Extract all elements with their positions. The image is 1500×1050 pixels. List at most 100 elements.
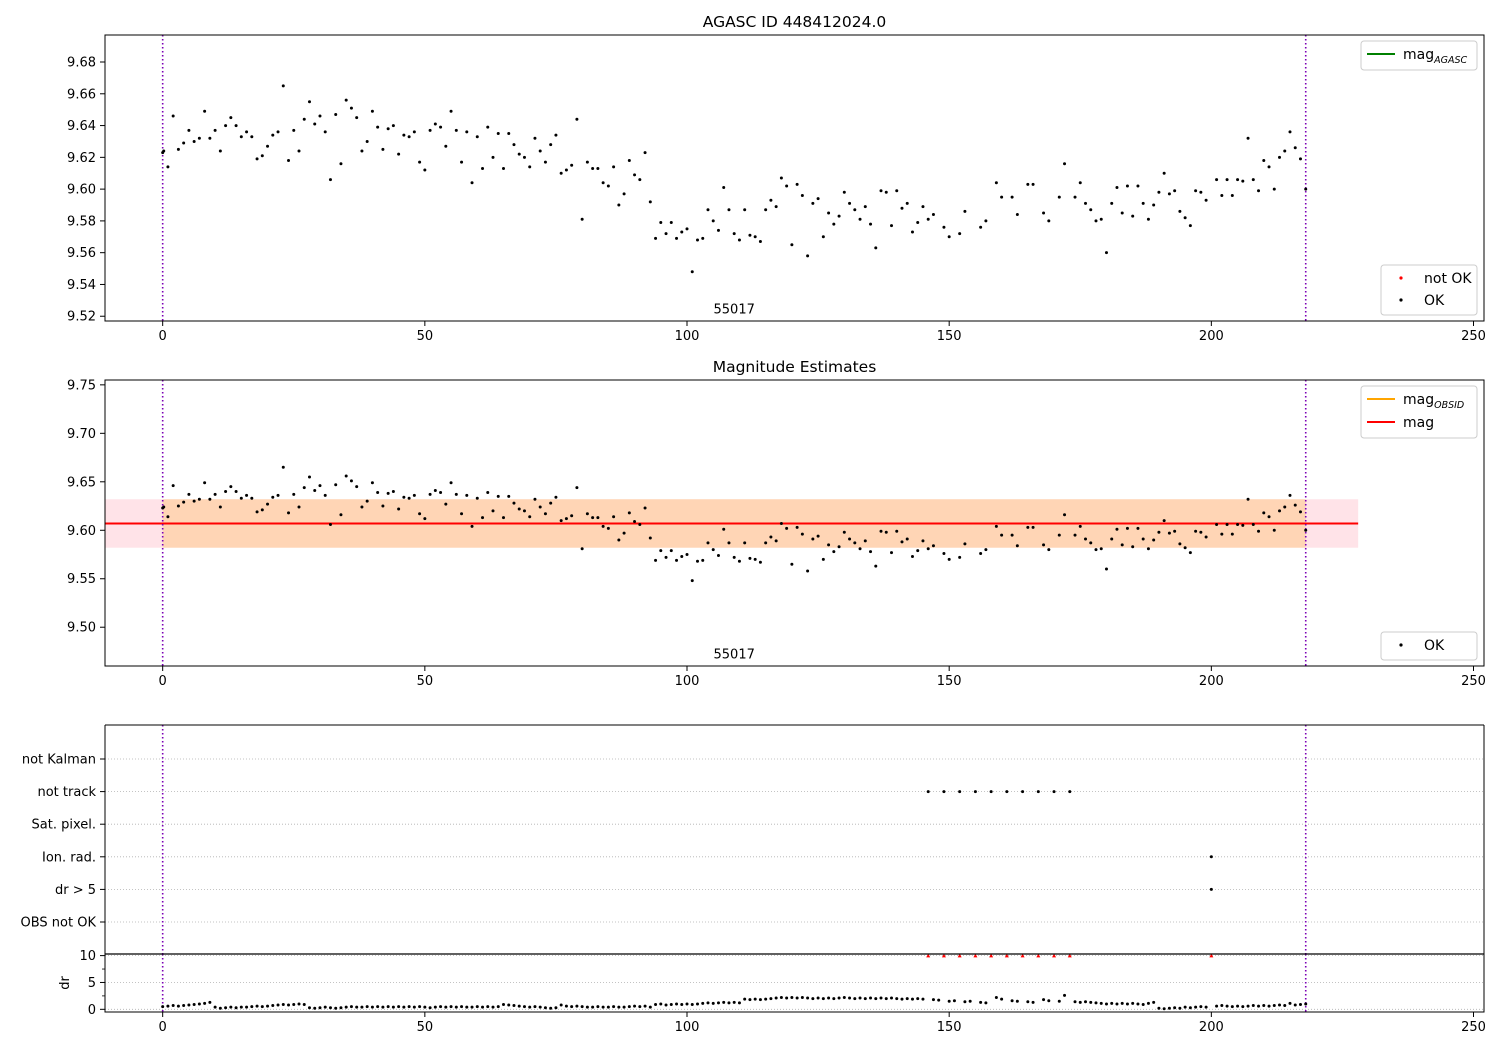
dr-point bbox=[391, 1005, 395, 1009]
dr-point bbox=[1178, 1006, 1182, 1010]
mag-point bbox=[360, 505, 364, 509]
dr-point bbox=[454, 1005, 458, 1009]
dr-point bbox=[790, 996, 794, 999]
dr-point bbox=[402, 1005, 406, 1009]
mag-point bbox=[743, 541, 747, 545]
mag-point bbox=[454, 128, 458, 132]
mag-point bbox=[554, 495, 558, 499]
dr-point bbox=[874, 997, 878, 1001]
dr-point bbox=[376, 1005, 380, 1009]
mag-point bbox=[1110, 201, 1114, 205]
dr-point bbox=[769, 997, 773, 1001]
dr-point bbox=[596, 1005, 600, 1009]
dr-point bbox=[910, 997, 914, 1001]
dr-point bbox=[622, 1005, 626, 1009]
dr-point bbox=[475, 1005, 479, 1009]
mag-point bbox=[1015, 544, 1019, 548]
dr-point bbox=[1262, 1004, 1266, 1008]
mag-point bbox=[386, 491, 390, 495]
mag-point bbox=[1272, 187, 1276, 191]
dr-point bbox=[664, 1003, 668, 1007]
mag-point bbox=[622, 192, 626, 196]
mag-point bbox=[947, 235, 951, 239]
mag-point bbox=[811, 537, 815, 541]
y-tick-label: 5 bbox=[88, 976, 96, 991]
mag-point bbox=[591, 516, 595, 520]
mag-point bbox=[669, 549, 673, 553]
mag-point bbox=[1304, 187, 1308, 191]
mag-point bbox=[1199, 190, 1203, 194]
mag-point bbox=[1278, 509, 1282, 513]
dr-point bbox=[412, 1005, 416, 1009]
dr-point bbox=[344, 1005, 348, 1009]
x-tick-label: 200 bbox=[1199, 674, 1224, 689]
dr-clipped-marker bbox=[1020, 953, 1025, 958]
dr-point bbox=[1199, 1005, 1203, 1009]
flag-point bbox=[1052, 790, 1056, 794]
mag-point bbox=[162, 505, 166, 509]
mag-point bbox=[1220, 532, 1224, 536]
mag-point bbox=[769, 535, 773, 539]
mag-point bbox=[496, 132, 500, 136]
mag-point bbox=[748, 233, 752, 237]
mag-point bbox=[769, 198, 773, 202]
mag-point bbox=[1047, 219, 1051, 223]
legend-label: magOBSID bbox=[1403, 392, 1464, 411]
mag-point bbox=[538, 149, 542, 153]
mag-point bbox=[1146, 547, 1150, 551]
y-tick-label: 9.58 bbox=[67, 214, 96, 229]
mag-point bbox=[1188, 551, 1192, 555]
mag-point bbox=[806, 254, 810, 258]
mag-point bbox=[711, 548, 715, 552]
mag-point bbox=[895, 529, 899, 533]
flag-point bbox=[942, 790, 946, 794]
plot-frame-estimates bbox=[104, 379, 1485, 667]
y-tick-label: 9.65 bbox=[67, 475, 96, 490]
mag-point bbox=[1057, 533, 1061, 537]
mag-point bbox=[727, 208, 731, 212]
dr-point bbox=[449, 1005, 453, 1009]
mag-point bbox=[418, 160, 422, 164]
mag-point bbox=[785, 526, 789, 530]
mag-point bbox=[176, 147, 180, 151]
mag-point bbox=[638, 522, 642, 526]
dr-point bbox=[890, 996, 894, 1000]
mag-point bbox=[1157, 190, 1161, 194]
mag-point bbox=[224, 124, 228, 128]
dr-point bbox=[743, 997, 747, 1001]
dr-point bbox=[224, 1006, 228, 1010]
y-tick-label: 9.55 bbox=[67, 572, 96, 587]
dr-point bbox=[271, 1004, 275, 1008]
mag-point bbox=[197, 136, 201, 140]
mag-point bbox=[1257, 529, 1261, 533]
mag-point bbox=[716, 553, 720, 557]
x-tick-label: 200 bbox=[1199, 329, 1224, 344]
mag-point bbox=[1057, 195, 1061, 199]
mag-point bbox=[1267, 165, 1271, 169]
dr-point bbox=[612, 1005, 616, 1009]
dr-point bbox=[166, 1004, 170, 1008]
dr-point bbox=[255, 1004, 259, 1008]
mag-point bbox=[858, 547, 862, 551]
mag-point bbox=[402, 133, 406, 137]
dr-point bbox=[428, 1006, 432, 1010]
dr-point bbox=[638, 1005, 642, 1009]
flag-category-label: Sat. pixel. bbox=[32, 818, 96, 833]
mag-point bbox=[1262, 511, 1266, 515]
dr-point bbox=[627, 1005, 631, 1009]
mag-point bbox=[842, 190, 846, 194]
mag-point bbox=[355, 485, 359, 489]
mag-point bbox=[1215, 522, 1219, 526]
mag-point bbox=[627, 511, 631, 515]
mag-point bbox=[1157, 530, 1161, 534]
dr-point bbox=[234, 1006, 238, 1010]
mag-point bbox=[1000, 533, 1004, 537]
dr-point bbox=[832, 997, 836, 1001]
mag-point bbox=[444, 144, 448, 148]
mag-point bbox=[827, 211, 831, 215]
x-tick-label: 100 bbox=[675, 329, 700, 344]
mag-point bbox=[575, 486, 579, 490]
mag-point bbox=[869, 550, 873, 554]
legend-label-subscript: OBSID bbox=[1434, 400, 1464, 411]
mag-point bbox=[1304, 528, 1308, 532]
